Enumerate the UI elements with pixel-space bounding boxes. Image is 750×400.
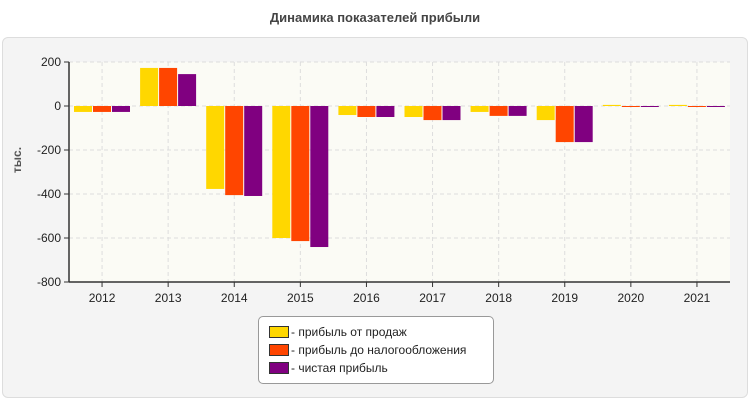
bar xyxy=(291,106,310,242)
legend-label: - чистая прибыль xyxy=(291,361,388,375)
x-tick-label: 2019 xyxy=(551,291,578,305)
bar xyxy=(687,106,706,107)
bar xyxy=(178,74,197,106)
x-tick-label: 2014 xyxy=(221,291,248,305)
x-tick-label: 2021 xyxy=(684,291,711,305)
chart-title: Динамика показателей прибыли xyxy=(269,10,481,25)
x-tick-label: 2020 xyxy=(617,291,644,305)
x-tick-label: 2012 xyxy=(89,291,116,305)
bar xyxy=(93,106,111,112)
y-tick-label: -400 xyxy=(37,187,61,201)
bar xyxy=(159,67,178,106)
bar xyxy=(470,106,489,112)
legend-item: - чистая прибыль xyxy=(269,360,388,376)
legend-label: - прибыль до налогообложения xyxy=(291,343,467,357)
bar xyxy=(338,106,357,116)
bar xyxy=(602,104,621,106)
y-axis-label: тыс. xyxy=(10,147,24,173)
bar xyxy=(140,67,159,106)
legend: - прибыль от продаж - прибыль до налогоо… xyxy=(258,316,494,384)
bar xyxy=(640,106,659,107)
legend-label: - прибыль от продаж xyxy=(291,325,407,339)
x-tick-label: 2016 xyxy=(353,291,380,305)
bar xyxy=(244,106,263,196)
x-tick-label: 2018 xyxy=(485,291,512,305)
legend-swatch xyxy=(269,326,289,338)
bar xyxy=(574,106,593,143)
legend-swatch xyxy=(269,344,289,356)
bar xyxy=(206,106,225,189)
bar xyxy=(423,106,442,121)
bar xyxy=(706,106,725,107)
x-tick-label: 2017 xyxy=(419,291,446,305)
legend-item: - прибыль от продаж xyxy=(269,324,407,340)
bar xyxy=(357,106,376,117)
x-tick-label: 2015 xyxy=(287,291,314,305)
y-tick-label: 0 xyxy=(54,99,61,113)
bar xyxy=(74,106,92,112)
bar xyxy=(555,106,574,143)
y-tick-label: -800 xyxy=(37,275,61,289)
legend-swatch xyxy=(269,362,289,374)
bar xyxy=(442,106,461,121)
bar xyxy=(310,106,329,248)
bar xyxy=(112,106,130,112)
bar xyxy=(489,106,508,116)
bar xyxy=(508,106,527,116)
bar xyxy=(668,104,687,106)
bar xyxy=(404,106,423,117)
x-tick-label: 2013 xyxy=(155,291,182,305)
bar xyxy=(621,106,640,107)
y-tick-label: -200 xyxy=(37,143,61,157)
legend-item: - прибыль до налогообложения xyxy=(269,342,466,358)
y-tick-label: -600 xyxy=(37,231,61,245)
bar xyxy=(376,106,395,117)
bar xyxy=(536,106,555,121)
bar xyxy=(272,106,291,238)
y-tick-label: 200 xyxy=(41,55,61,69)
bar xyxy=(225,106,244,196)
